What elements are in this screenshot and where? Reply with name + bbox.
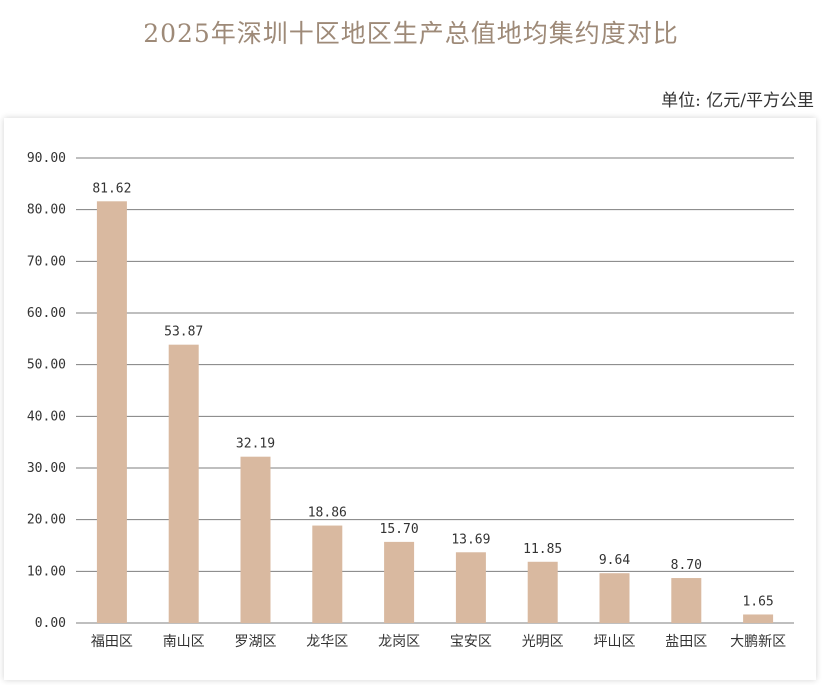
y-tick-label: 80.00 [27,203,66,218]
data-label: 18.86 [308,506,347,521]
x-tick-label: 坪山区 [594,634,636,650]
y-tick-label: 90.00 [27,151,66,166]
y-tick-label: 70.00 [27,254,66,269]
x-tick-label: 龙华区 [306,634,348,650]
data-label: 32.19 [236,437,275,452]
y-tick-label: 20.00 [27,513,66,528]
x-tick-label: 龙岗区 [378,634,420,650]
x-tick-label: 光明区 [522,634,564,650]
unit-label: 单位: 亿元/平方公里 [661,91,814,111]
data-label: 13.69 [451,532,490,547]
data-label: 9.64 [599,553,630,568]
bar [599,573,630,623]
y-tick-label: 30.00 [27,461,66,476]
bar [240,456,271,623]
y-tick-label: 40.00 [27,409,66,424]
x-tick-label: 罗湖区 [235,634,277,650]
bar [455,552,486,623]
y-tick-label: 0.00 [35,616,66,631]
bar [527,561,558,623]
data-label: 53.87 [164,325,203,340]
chart-title: 2025年深圳十区地区生产总值地均集约度对比 [143,19,679,48]
y-tick-label: 50.00 [27,358,66,373]
x-tick-label: 大鹏新区 [730,634,786,650]
x-tick-label: 盐田区 [665,634,707,650]
x-tick-label: 南山区 [163,634,205,650]
x-tick-label: 宝安区 [450,634,492,650]
bar [743,614,774,623]
y-tick-label: 10.00 [27,564,66,579]
data-label: 1.65 [742,594,773,609]
data-label: 81.62 [92,181,131,196]
bar [96,201,127,623]
bar [168,344,199,623]
data-label: 15.70 [380,522,419,537]
x-tick-label: 福田区 [91,634,133,650]
bar [384,541,415,623]
bar [312,525,343,623]
bar [671,578,702,623]
data-label: 8.70 [671,558,702,573]
data-label: 11.85 [523,542,562,557]
y-tick-label: 60.00 [27,306,66,321]
